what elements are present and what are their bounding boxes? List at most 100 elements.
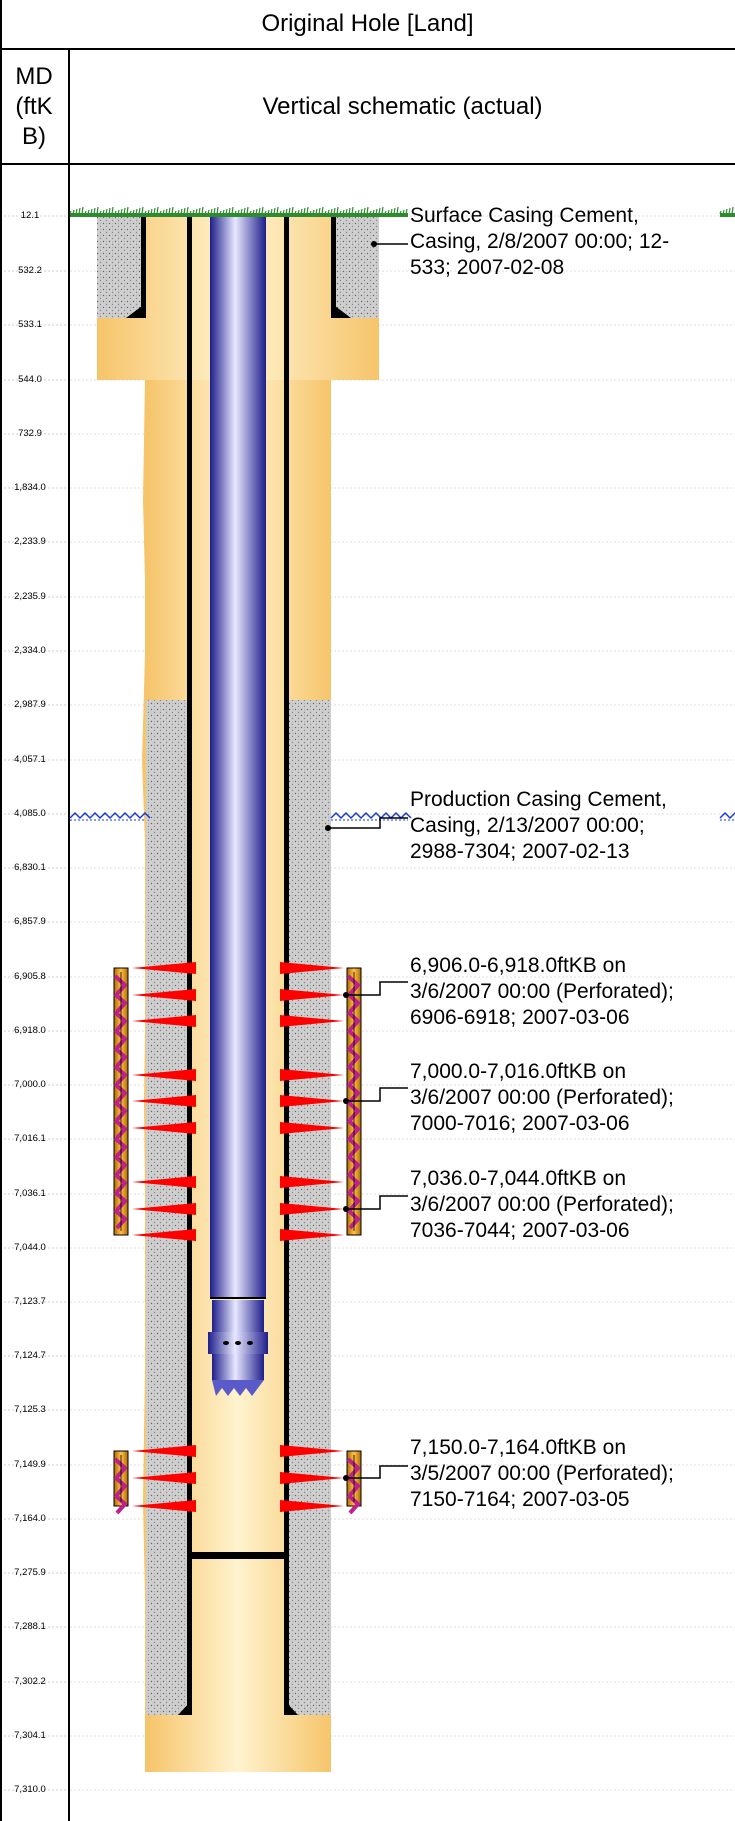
- md-column-divider: [68, 165, 70, 1821]
- depth-label: 533.1: [18, 319, 42, 330]
- grass-blade: [117, 209, 120, 215]
- depth-label: 4,057.1: [14, 754, 46, 765]
- grass-blade: [288, 207, 291, 215]
- grass-blade: [102, 209, 105, 215]
- annotation-1: Surface Casing Cement, Casing, 2/8/2007 0…: [410, 203, 669, 281]
- annotation-line: 533; 2007-02-08: [410, 256, 565, 279]
- grass-blade: [207, 209, 210, 215]
- perf-charge: [346, 974, 361, 1230]
- perf-shot-right: [280, 1069, 344, 1081]
- grass-blade: [363, 207, 366, 215]
- annotation-line: 3/6/2007 00:00 (Perforated);: [410, 1193, 674, 1216]
- depth-label: 7,000.0: [14, 1079, 46, 1090]
- callout-leader: [346, 1465, 408, 1479]
- perforations: [113, 962, 362, 1515]
- grass-strip: [70, 213, 408, 217]
- grass-blade: [246, 206, 249, 215]
- grass-blade: [303, 207, 306, 215]
- perf-shot-right: [280, 1445, 344, 1457]
- tubing-collar: [210, 1297, 266, 1299]
- callout-anchor-dot: [343, 1098, 349, 1104]
- grass-blade: [321, 206, 324, 215]
- annotation-line: 7,036.0-7,044.0ftKB on: [410, 1167, 626, 1190]
- annotation-3: 6,906.0-6,918.0ftKB on 3/6/2007 00:00 (Pe…: [410, 953, 674, 1031]
- annotation-line: 3/6/2007 00:00 (Perforated);: [410, 1086, 674, 1109]
- depth-label: 544.0: [18, 374, 42, 385]
- tubing-port-1: [223, 1341, 229, 1345]
- grass-blade: [126, 206, 129, 215]
- surface-casing-left: [141, 215, 146, 318]
- grass-blade: [90, 208, 93, 215]
- depth-label: 7,164.0: [14, 1513, 46, 1524]
- grass-blade: [240, 208, 243, 215]
- water-level: [69, 811, 735, 821]
- grass-blade: [81, 206, 84, 215]
- grass-blade: [731, 206, 734, 215]
- grass-blade: [318, 207, 321, 215]
- perf-shot-right: [280, 1122, 344, 1134]
- perf-shot-right: [280, 1472, 344, 1484]
- annotation-5: 7,036.0-7,044.0ftKB on 3/6/2007 00:00 (Pe…: [410, 1166, 674, 1244]
- grass-blade: [261, 206, 264, 215]
- callout-anchor-dot: [325, 825, 331, 831]
- depth-label: 732.9: [18, 428, 42, 439]
- depth-label: 2,233.9: [14, 536, 46, 547]
- annotation-line: 7150-7164; 2007-03-05: [410, 1488, 630, 1511]
- grass-blade: [114, 210, 117, 215]
- md-header-line-3: B): [22, 122, 46, 150]
- callout-leader: [346, 1195, 408, 1210]
- depth-label: 1,834.0: [14, 482, 46, 493]
- grass-blade: [306, 206, 309, 215]
- grass-blade: [375, 208, 378, 215]
- perf-shot-left: [132, 1069, 196, 1081]
- depth-label: 6,905.8: [14, 971, 46, 982]
- grass-blade: [366, 206, 369, 215]
- annotation-line: 3/5/2007 00:00 (Perforated);: [410, 1462, 674, 1485]
- depth-label: 4,085.0: [14, 808, 46, 819]
- perf-shot-left: [132, 1445, 196, 1457]
- perf-shot-right: [280, 1176, 344, 1188]
- grass-blade: [719, 210, 722, 215]
- grass-blade: [312, 209, 315, 215]
- tubing-mule-shoe: [212, 1380, 264, 1396]
- grass-blade: [72, 209, 75, 215]
- surface-casing-right: [331, 215, 336, 318]
- grass-blade: [324, 210, 327, 215]
- surface-cement-left: [97, 215, 143, 318]
- grass-blade: [405, 208, 408, 215]
- annotation-line: 3/6/2007 00:00 (Perforated);: [410, 980, 674, 1003]
- annotation-line: 2988-7304; 2007-02-13: [410, 840, 630, 863]
- grass-blade: [327, 209, 330, 215]
- grass-blade: [237, 209, 240, 215]
- callout-leaders: [325, 241, 408, 1481]
- callout-leader: [346, 1087, 408, 1102]
- grass-blade: [174, 210, 177, 215]
- annotation-line: 7000-7016; 2007-03-06: [410, 1112, 630, 1135]
- grass-blade: [381, 206, 384, 215]
- depth-label: 2,235.9: [14, 591, 46, 602]
- water-wave: [719, 811, 735, 820]
- grass-blade: [135, 208, 138, 215]
- perf-shot-left: [132, 989, 196, 1001]
- grass-blade: [351, 206, 354, 215]
- grass-blade: [93, 207, 96, 215]
- grass-blade: [111, 206, 114, 215]
- annotation-line: Production Casing Cement,: [410, 788, 667, 811]
- grass-blade: [249, 210, 252, 215]
- depth-label: 7,304.1: [14, 1730, 46, 1741]
- grass-blade: [69, 210, 72, 215]
- grass-blade: [402, 209, 405, 215]
- grass-blade: [192, 209, 195, 215]
- annotation-line: 6906-6918; 2007-03-06: [410, 1006, 630, 1029]
- grass-blade: [150, 208, 153, 215]
- perf-shot-right: [280, 1229, 344, 1241]
- production-shoe-left: [178, 1700, 192, 1715]
- depth-guide-lines: [4, 215, 735, 1791]
- grass-blade: [390, 208, 393, 215]
- grass-blade: [123, 207, 126, 215]
- grass-blade: [369, 210, 372, 215]
- grass-blade: [87, 209, 90, 215]
- depth-label: 12.1: [20, 210, 40, 221]
- annotation-line: 7,000.0-7,016.0ftKB on: [410, 1060, 626, 1083]
